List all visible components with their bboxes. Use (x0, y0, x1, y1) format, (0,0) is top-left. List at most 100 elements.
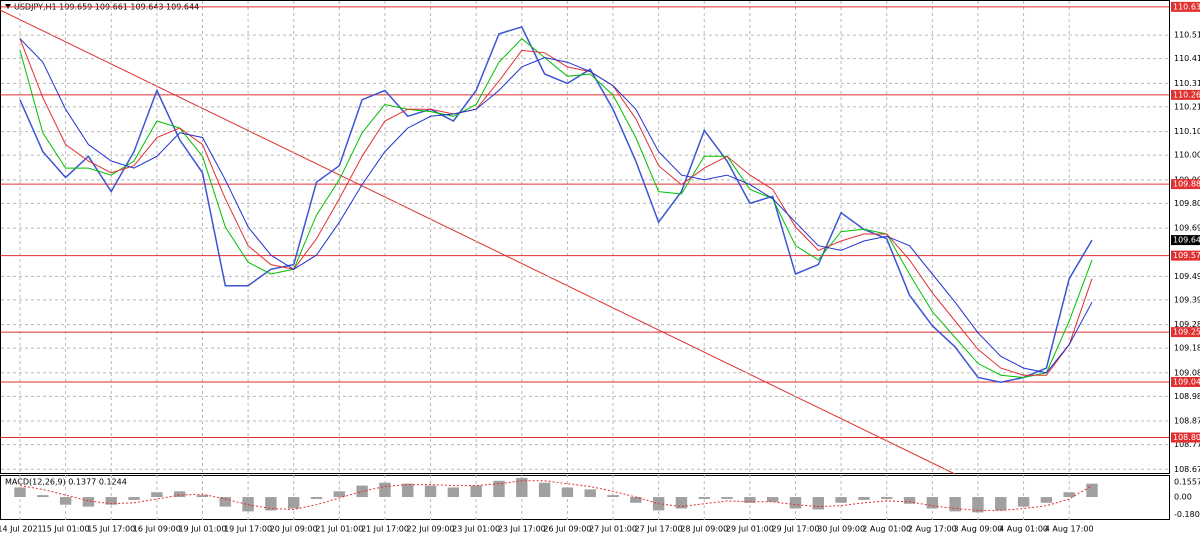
macd-bar (424, 485, 437, 498)
macd-bar (858, 497, 870, 500)
macd-bar (789, 497, 802, 509)
x-tick-label: 23 Jul 17:00 (498, 525, 546, 534)
macd-bar (1063, 492, 1075, 498)
macd-bar (105, 497, 117, 505)
x-tick-label: 21 Jul 01:00 (315, 525, 363, 534)
price-line (19, 38, 1093, 374)
macd-bar (949, 497, 961, 512)
y-tick-label: 108.875 (1174, 417, 1200, 426)
macd-bar (630, 497, 642, 503)
macd-bar (561, 487, 574, 498)
current-price-box (1171, 235, 1200, 246)
x-tick-label: 22 Jul 09:00 (407, 525, 455, 534)
x-tick-label: 21 Jul 17:00 (361, 525, 409, 534)
y-tick-label: 108.775 (1174, 440, 1200, 449)
y-tick-label: 109.490 (1174, 272, 1200, 281)
level-label-box (1171, 250, 1200, 261)
level-label-box (1171, 327, 1200, 338)
x-tick-label: 15 Jul 17:00 (87, 525, 135, 534)
y-tick-label: 110.310 (1174, 79, 1200, 88)
level-label-box (1171, 432, 1200, 443)
level-label: 109.253 (1173, 328, 1200, 337)
y-tick-label: 110.005 (1174, 151, 1200, 160)
x-tick-label: 30 Jul 09:00 (817, 525, 865, 534)
x-tick-label: 20 Jul 09:00 (270, 525, 318, 534)
x-tick-label: 23 Jul 01:00 (452, 525, 500, 534)
level-label: 110.635 (1173, 2, 1200, 11)
macd-frame (0, 475, 1170, 520)
macd-tick-label: 0.00 (1174, 493, 1192, 502)
level-label: 109.041 (1173, 377, 1200, 386)
macd-bar (926, 497, 939, 509)
y-tick-label: 109.800 (1174, 199, 1200, 208)
x-tick-label: 14 Jul 2021 (0, 525, 43, 534)
macd-bar (675, 497, 688, 509)
x-tick-label: 26 Jul 09:00 (543, 525, 591, 534)
macd-bar (151, 492, 163, 498)
level-label-box (1171, 1, 1200, 12)
macd-bar (903, 497, 916, 504)
macd-bar (538, 482, 551, 498)
macd-bar (128, 497, 140, 500)
macd-bar (219, 497, 231, 507)
macd-bar (766, 497, 779, 502)
macd-bar (242, 497, 254, 512)
level-label: 109.578 (1173, 251, 1200, 260)
macd-bar (196, 495, 209, 498)
x-tick-label: 16 Jul 09:00 (133, 525, 181, 534)
macd-bar (402, 483, 414, 498)
level-label: 110.261 (1173, 90, 1200, 99)
macd-bar (698, 497, 710, 499)
macd-signal (19, 480, 1093, 511)
macd-bar (173, 491, 186, 498)
current-price-label: 109.644 (1173, 236, 1200, 245)
macd-tick-label: -0.1805 (1174, 510, 1200, 519)
macd-bar (744, 497, 756, 503)
price-line (19, 25, 1093, 383)
macd-bar (995, 497, 1007, 511)
macd-bar (584, 489, 596, 498)
y-tick-label: 109.390 (1174, 295, 1200, 304)
macd-bar (447, 487, 460, 498)
macd-bar (607, 495, 619, 498)
level-label-box (1171, 179, 1200, 190)
x-tick-label: 15 Jul 01:00 (42, 525, 90, 534)
macd-bar (288, 497, 300, 509)
macd-bar (310, 497, 323, 499)
macd-bar (881, 497, 893, 499)
y-tick-label: 108.980 (1174, 392, 1200, 401)
y-tick-label: 110.105 (1174, 127, 1200, 136)
y-tick-label: 109.185 (1174, 344, 1200, 353)
x-tick-label: 4 Aug 17:00 (1045, 525, 1094, 534)
macd-bar (1086, 483, 1098, 498)
x-tick-label: 27 Jul 01:00 (589, 525, 637, 534)
x-tick-label: 28 Jul 09:00 (680, 525, 728, 534)
x-tick-label: 2 Aug 01:00 (862, 525, 911, 534)
macd-bar (1040, 497, 1053, 503)
macd-bar (59, 497, 72, 505)
macd-bar (37, 495, 49, 498)
x-tick-label: 2 Aug 17:00 (908, 525, 957, 534)
macd-bar (1017, 497, 1030, 507)
macd-bar (333, 491, 346, 498)
y-tick-label: 110.515 (1174, 31, 1200, 40)
level-label-box (1171, 376, 1200, 387)
macd-bar (14, 487, 26, 498)
macd-bar (516, 477, 528, 498)
macd-bar (379, 482, 391, 498)
macd-bar (493, 480, 505, 498)
macd-bar (721, 497, 733, 499)
level-label-box (1171, 89, 1200, 100)
main-frame (0, 0, 1170, 474)
y-tick-label: 110.415 (1174, 54, 1200, 63)
x-tick-label: 19 Jul 01:00 (178, 525, 226, 534)
macd-bar (812, 497, 824, 510)
macd-bar (470, 485, 482, 498)
macd-bar (972, 497, 984, 513)
x-tick-label: 19 Jul 17:00 (224, 525, 272, 534)
y-tick-label: 110.210 (1174, 102, 1200, 111)
y-tick-label: 108.670 (1174, 465, 1200, 474)
x-tick-label: 29 Jul 01:00 (726, 525, 774, 534)
